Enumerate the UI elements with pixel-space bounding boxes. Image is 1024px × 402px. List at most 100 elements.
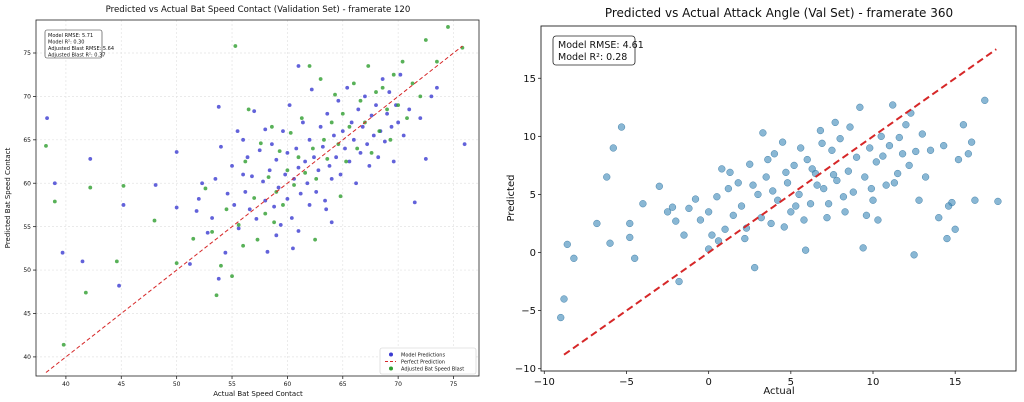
left-y-axis-label: Predicted Bat Speed Contact: [4, 147, 12, 248]
data-point: [849, 188, 857, 196]
legend-marker-adjusted-blast: [389, 366, 393, 371]
data-point: [945, 202, 953, 210]
data-point: [194, 209, 199, 213]
data-point: [278, 223, 283, 227]
x-tick-label: 40: [62, 381, 70, 388]
data-point: [269, 142, 274, 147]
right-x-axis-label: Actual: [763, 386, 794, 397]
data-point: [751, 264, 759, 272]
data-point: [869, 196, 877, 204]
data-point: [626, 233, 634, 242]
data-point: [349, 120, 354, 125]
data-point: [356, 107, 361, 112]
data-point: [188, 262, 192, 266]
data-point: [366, 64, 371, 68]
data-point: [905, 161, 913, 169]
data-point: [866, 144, 874, 152]
data-point: [872, 158, 880, 166]
data-point: [285, 150, 290, 155]
data-point: [254, 216, 259, 221]
data-point: [803, 155, 811, 164]
data-point: [265, 249, 270, 254]
data-point: [423, 38, 428, 42]
data-point: [387, 90, 392, 94]
data-point: [307, 64, 312, 68]
data-point: [852, 153, 861, 161]
data-point: [345, 85, 350, 90]
data-point: [347, 124, 352, 129]
data-point: [389, 124, 394, 129]
data-point: [205, 230, 210, 235]
y-tick-label: 65: [23, 137, 31, 144]
data-point: [274, 233, 279, 238]
data-point: [885, 142, 894, 150]
data-point: [680, 231, 688, 239]
x-tick-label: 55: [228, 381, 236, 388]
data-point: [191, 236, 196, 241]
data-point: [795, 190, 803, 199]
data-point: [435, 59, 439, 64]
data-point: [216, 104, 221, 109]
data-point: [196, 196, 201, 201]
left-stat-model-rmse: Model RMSE: 5.71: [48, 33, 93, 39]
data-point: [396, 103, 401, 107]
data-point: [121, 203, 126, 207]
data-point: [764, 155, 772, 164]
data-point: [943, 234, 951, 243]
data-point: [329, 220, 334, 225]
data-point: [374, 103, 378, 107]
data-point: [329, 120, 334, 125]
data-point: [325, 157, 330, 161]
data-point: [292, 176, 296, 181]
data-point: [347, 159, 352, 164]
right-stats-box-frame: [552, 35, 636, 66]
data-point: [749, 181, 757, 189]
data-point: [726, 168, 734, 176]
data-point: [767, 219, 775, 228]
data-point: [639, 200, 647, 208]
data-point: [836, 135, 844, 143]
data-point: [808, 165, 816, 173]
data-point: [236, 223, 241, 227]
data-point: [922, 173, 930, 181]
data-point: [971, 196, 979, 204]
data-point: [307, 203, 312, 207]
data-point: [314, 190, 319, 194]
right-plot-frame: [540, 25, 1017, 372]
data-point: [780, 223, 788, 231]
data-point: [859, 244, 867, 252]
data-point: [668, 203, 677, 211]
data-point: [340, 129, 345, 134]
data-point: [296, 155, 301, 160]
data-point: [219, 144, 223, 149]
data-point: [174, 150, 179, 154]
data-point: [603, 173, 611, 181]
data-point: [787, 208, 795, 216]
data-point: [336, 142, 341, 147]
data-point: [741, 234, 749, 243]
data-point: [757, 214, 765, 222]
legend-marker-model-predictions: [389, 352, 393, 357]
data-point: [829, 171, 838, 179]
data-point: [705, 208, 713, 216]
data-point: [245, 155, 250, 160]
left-stat-blast-r2: Adjusted Blast R²: 0.37: [48, 53, 105, 59]
data-point: [877, 132, 885, 140]
data-point: [813, 181, 821, 189]
data-point: [825, 200, 833, 208]
data-point: [340, 111, 345, 116]
left-plot-frame: [35, 19, 480, 377]
data-point: [874, 216, 882, 224]
bat-speed-chart: 40 45 50 55 60 65 70 75 40 45 50 55 60 65 70 75 Predict…: [0, 0, 498, 402]
data-point: [820, 185, 828, 193]
data-point: [336, 98, 341, 103]
data-point: [882, 181, 890, 189]
data-point: [225, 191, 230, 196]
data-point: [358, 150, 363, 155]
left-reference-line: [45, 45, 463, 373]
data-point: [371, 133, 376, 138]
left-stats-box: Model RMSE: 5.71 Model R²: 0.30 Adjusted…: [44, 29, 114, 59]
data-point: [839, 193, 848, 201]
data-point: [223, 250, 228, 255]
data-point: [285, 196, 290, 201]
